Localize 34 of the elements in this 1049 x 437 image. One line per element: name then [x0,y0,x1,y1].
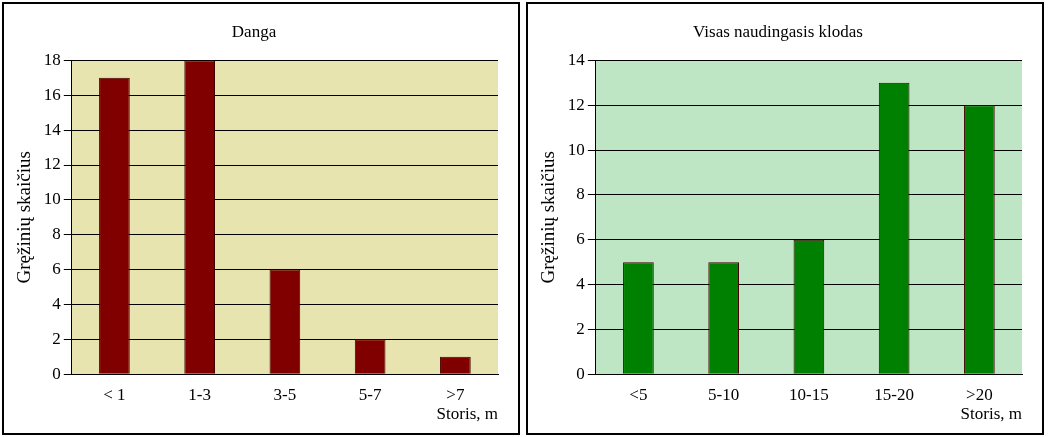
chart-title: Danga [231,21,277,41]
y-tick-label: 6 [576,229,585,249]
y-axis-title: Gręžinių skaičius [13,151,35,284]
y-tick-label: 8 [576,184,585,204]
y-tick-label: 12 [567,94,585,114]
x-tick-label: 15-20 [874,384,914,404]
y-tick-label: 4 [52,293,62,313]
x-axis-title: Storis, m [436,404,498,424]
y-tick-label: 16 [43,84,61,104]
y-tick-label: 18 [43,49,61,69]
x-tick-label: 5-10 [708,384,740,404]
y-tick-label: 10 [567,139,585,159]
x-axis-title: Storis, m [960,404,1022,424]
y-tick-label: 0 [576,363,585,383]
x-tick-label: <5 [629,384,648,404]
x-tick-label: < 1 [103,384,126,404]
y-tick-label: 2 [52,328,61,348]
y-tick-label: 0 [52,363,61,383]
x-tick-label: 5-7 [358,384,382,404]
x-tick-label: 10-15 [789,384,829,404]
y-tick-label: 6 [52,259,61,279]
y-tick-label: 10 [43,189,61,209]
chart-title: Visas naudingasis klodas [693,21,863,41]
y-tick-label: 12 [43,154,61,174]
y-tick-label: 14 [567,49,586,69]
y-tick-label: 14 [43,119,62,139]
x-tick-label: >7 [446,384,465,404]
y-axis-title: Gręžinių skaičius [537,151,559,284]
x-tick-label: 1-3 [188,384,211,404]
y-tick-label: 2 [576,318,585,338]
x-tick-label: >20 [966,384,993,404]
y-tick-label: 4 [576,274,586,294]
y-tick-label: 8 [52,224,61,244]
x-tick-label: 3-5 [273,384,297,404]
